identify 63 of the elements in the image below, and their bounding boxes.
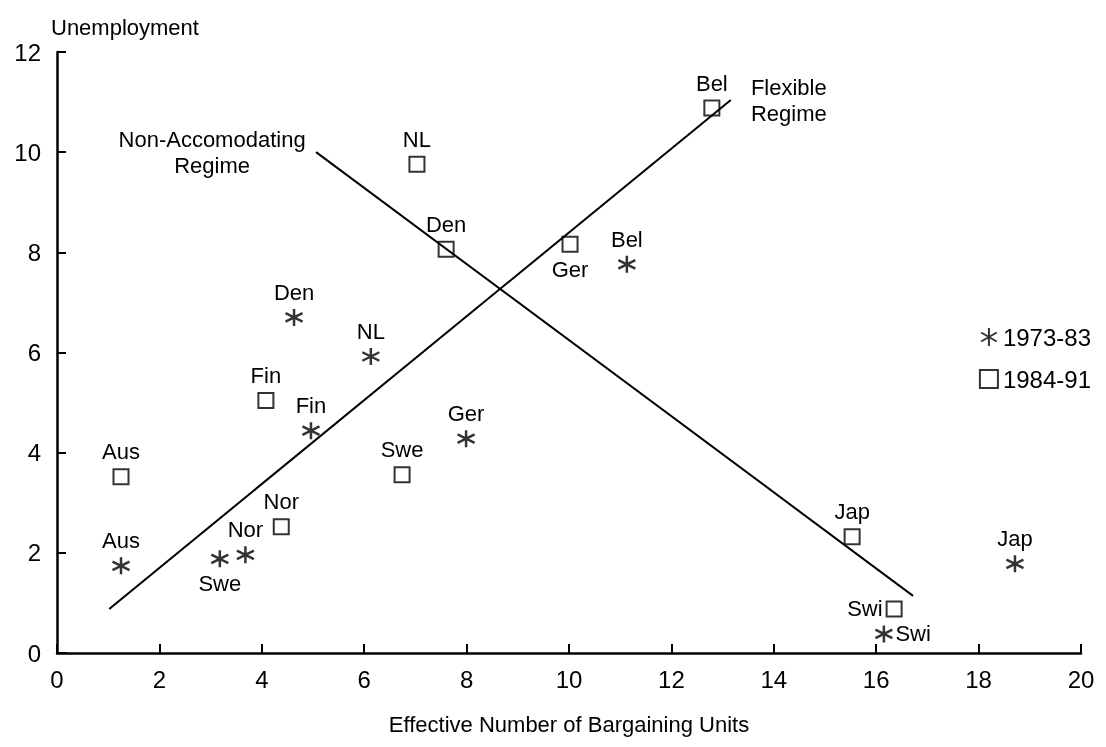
point [393,466,411,484]
annotation: NL [402,126,431,152]
annotation: Ger [447,401,485,427]
point [210,549,230,569]
x-tick-label: 8 [459,665,474,693]
annotation: Swi [847,596,883,622]
x-tick-label: 16 [862,665,890,693]
point [843,528,861,546]
x-tick-label: 12 [658,665,685,693]
y-tick-label: 12 [14,38,41,66]
y-tick-label: 10 [14,138,41,166]
annotation: Aus [102,528,140,554]
legend-label: 1973-83 [1002,323,1091,351]
annotation: Non-Accomodating Regime [118,126,306,178]
annotation: Jap [834,499,870,525]
point [408,155,426,173]
x-tick-label: 14 [760,665,788,693]
point [235,545,256,565]
annotation: Swi [895,621,931,647]
point [361,346,381,367]
legend-label: 1984-91 [1002,365,1091,393]
y-axis-title: Unemployment [51,14,199,40]
point [284,307,304,328]
y-tick-label: 4 [27,439,41,467]
point [561,235,579,253]
annotation: Bel [610,226,643,252]
point [874,624,894,644]
annotation: Bel [695,70,728,96]
point [111,556,131,576]
annotation: Nor [263,489,299,515]
point [885,600,903,618]
y-tick-label: 8 [27,238,41,266]
annotation: Jap [997,526,1033,552]
annotation: Aus [102,439,140,465]
annotation: Fin [295,393,327,419]
point [1005,554,1025,574]
x-axis-title: Effective Number of Bargaining Units [388,711,750,737]
annotation: Swe [198,571,242,597]
y-tick-label: 2 [27,539,41,567]
annotation: Fin [250,363,282,389]
annotation: Den [273,279,315,305]
x-tick-label: 18 [965,665,992,693]
annotation: Flexible Regime [750,74,827,126]
x-tick-label: 2 [152,665,167,693]
annotation: Den [425,211,467,237]
x-tick-label: 0 [50,665,64,693]
point [112,468,130,486]
x-tick-label: 6 [357,665,371,693]
point [617,254,637,275]
point [257,392,275,410]
x-tick-label: 10 [555,665,583,693]
x-tick-label: 4 [255,665,269,693]
annotation: Swe [380,437,424,463]
x-tick-label: 20 [1067,665,1095,693]
point [703,99,721,117]
annotation: Ger [551,256,589,282]
point [456,428,476,449]
point [301,420,321,441]
y-tick-label: 0 [27,639,41,667]
annotation: NL [356,319,385,345]
y-tick-label: 6 [27,339,41,366]
annotation: Nor [227,517,264,543]
point [272,518,290,536]
